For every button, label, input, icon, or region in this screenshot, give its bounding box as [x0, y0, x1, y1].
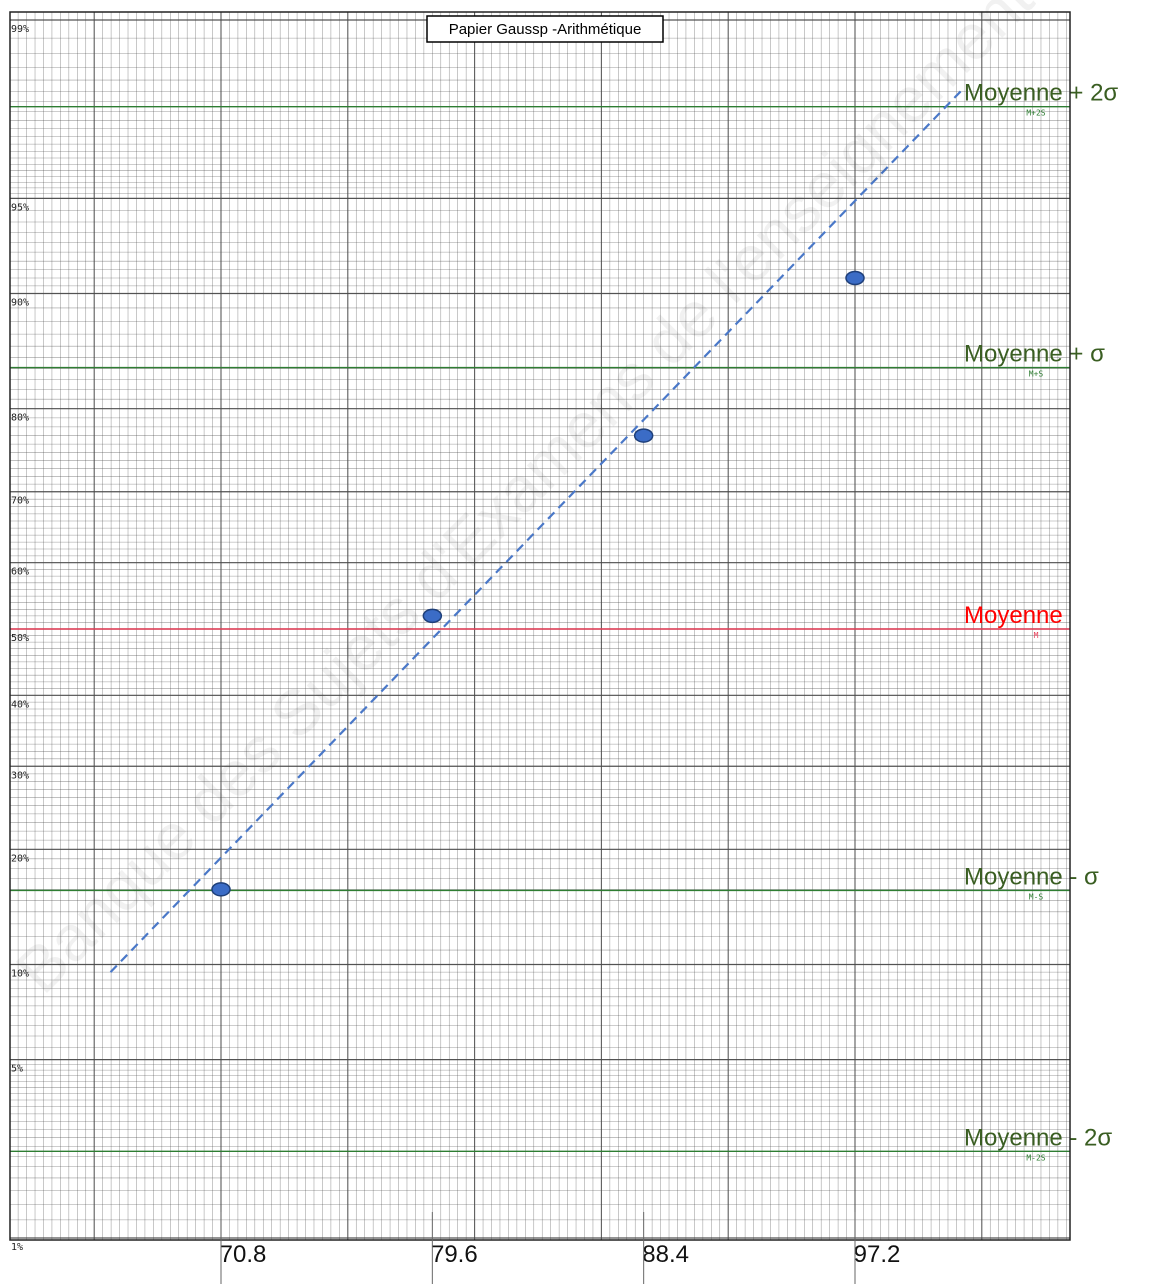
x-tick-label: 88.4	[642, 1241, 689, 1268]
reference-line-code: M+2S	[1026, 109, 1045, 118]
reference-line-label: Moyenne - σ	[964, 863, 1099, 890]
reference-line-code: M-2S	[1026, 1153, 1045, 1162]
chart-title: Papier Gaussp -Arithmétique	[449, 21, 642, 38]
y-tick-label: 5%	[11, 1064, 23, 1075]
x-tick-label: 97.2	[854, 1241, 901, 1268]
y-tick-label: 99%	[11, 24, 29, 35]
chart-title-frame	[426, 15, 664, 43]
y-tick-label: 10%	[11, 968, 29, 979]
fit-line	[109, 90, 962, 973]
y-tick-label: 40%	[11, 699, 29, 710]
y-tick-label: 50%	[11, 633, 29, 644]
reference-line-label: Moyenne + σ	[964, 341, 1105, 368]
chart-title-box: Papier Gaussp -Arithmétique	[426, 15, 664, 43]
y-tick-label: 90%	[11, 298, 29, 309]
x-tick-label: 70.8	[220, 1241, 267, 1268]
reference-line-code: M+S	[1029, 370, 1044, 379]
reference-lines: Moyenne + 2σ M+2S Moyenne + σ M+S Moyenne M Mo…	[10, 80, 1118, 1162]
y-tick-label: 80%	[11, 413, 29, 424]
reference-line-label: Moyenne + 2σ	[964, 80, 1118, 107]
y-tick-label: 60%	[11, 567, 29, 578]
data-point	[422, 608, 443, 624]
data-point	[211, 882, 231, 897]
fit-line-group	[109, 90, 962, 973]
data-point	[633, 428, 654, 443]
data-point	[845, 270, 865, 286]
y-tick-label: 70%	[11, 496, 29, 507]
y-tick-labels: 99% 95% 90% 80% 70% 60% 50% 40% 30% 20% 10% 5% 1%	[11, 24, 29, 1253]
grid	[10, 12, 1070, 1240]
reference-line-label: Moyenne - 2σ	[964, 1124, 1112, 1151]
reference-line-label: Moyenne	[964, 602, 1063, 629]
y-tick-label: 1%	[11, 1242, 23, 1253]
y-tick-label: 95%	[11, 202, 29, 213]
reference-line-code: M-S	[1029, 892, 1044, 901]
x-tick-labels: 70.8 79.6 88.4 97.2	[220, 1212, 901, 1284]
x-tick-label: 79.6	[431, 1241, 478, 1268]
data-points	[211, 270, 865, 897]
plot-frame	[9, 11, 1071, 1241]
y-tick-label: 20%	[11, 853, 29, 864]
y-tick-label: 30%	[11, 770, 29, 781]
reference-line-code: M	[1034, 631, 1039, 640]
